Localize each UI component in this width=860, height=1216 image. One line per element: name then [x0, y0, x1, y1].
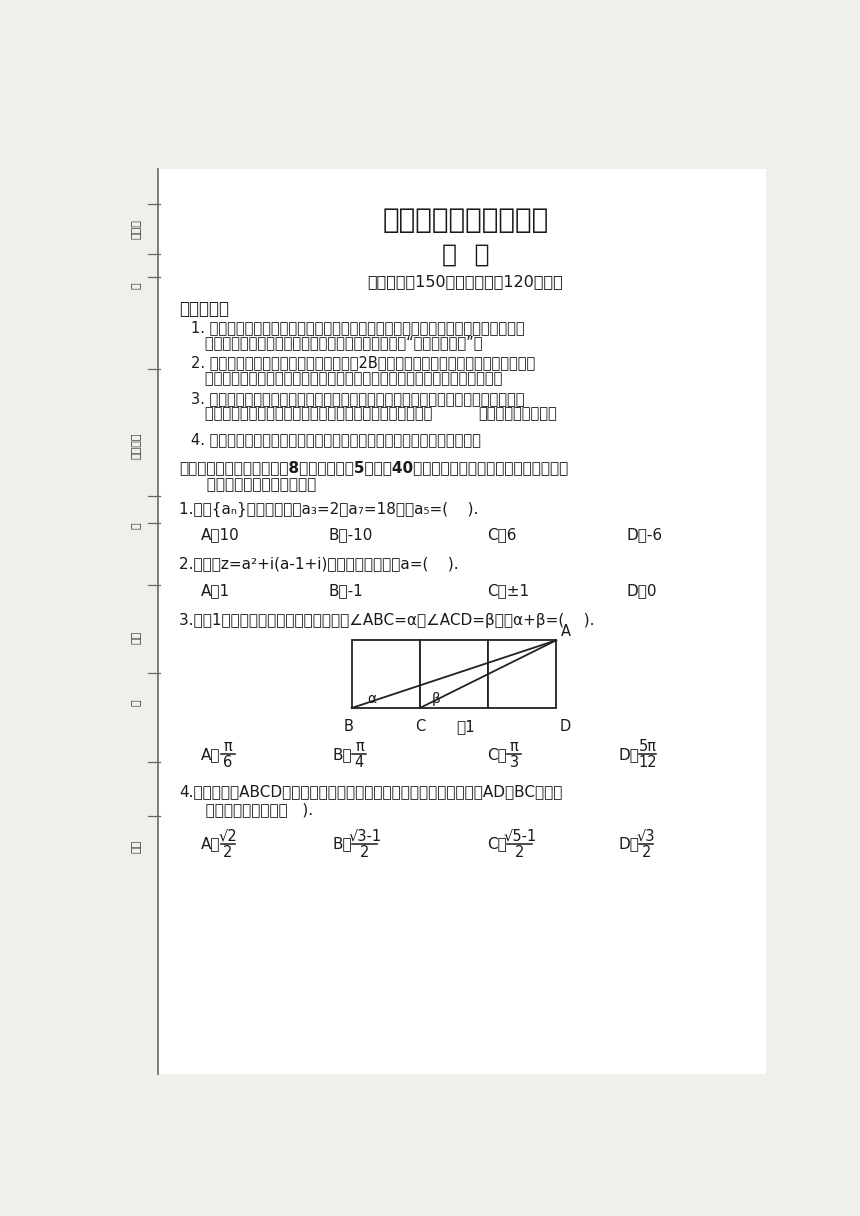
- Text: 4: 4: [354, 755, 364, 770]
- Text: D: D: [559, 719, 570, 733]
- Text: √5-1: √5-1: [503, 828, 537, 844]
- Text: 数  学: 数 学: [442, 242, 489, 266]
- Text: 6: 6: [223, 755, 232, 770]
- Text: （本卷满分150分，考试时间120分钟）: （本卷满分150分，考试时间120分钟）: [368, 274, 563, 289]
- Text: D．-6: D．-6: [627, 528, 663, 542]
- Text: B．: B．: [332, 747, 352, 761]
- Text: D．: D．: [619, 837, 640, 851]
- Text: 座位号: 座位号: [132, 219, 142, 240]
- Text: A．1: A．1: [200, 584, 230, 598]
- Text: 学校: 学校: [132, 840, 142, 854]
- Text: 1. 答题前，考生请务必将自己的姓名、准考证号用黑色字迹的签字笔或钢笔分别填写: 1. 答题前，考生请务必将自己的姓名、准考证号用黑色字迹的签字笔或钢笔分别填写: [191, 320, 525, 336]
- Text: √2: √2: [218, 828, 237, 844]
- Text: A: A: [561, 624, 571, 638]
- Text: 1.已知{aₙ}是等比数列，a₃=2，a₇=18，则a₅=(    ).: 1.已知{aₙ}是等比数列，a₃=2，a₇=18，则a₅=( ).: [179, 502, 478, 517]
- Text: α: α: [367, 692, 377, 705]
- Text: √3: √3: [637, 828, 655, 844]
- Text: √3-1: √3-1: [348, 828, 381, 844]
- Text: 在试卷和答题卡上，并将条形码横贴在答题卡右上角“条形码粘贴处”。: 在试卷和答题卡上，并将条形码横贴在答题卡右上角“条形码粘贴处”。: [191, 336, 482, 350]
- Text: B．-1: B．-1: [329, 584, 363, 598]
- Text: 一、单项选择题（本大题共8小题，每小题5分，共40分。在每小题给出的四个选项中，只有: 一、单项选择题（本大题共8小题，每小题5分，共40分。在每小题给出的四个选项中，…: [179, 461, 568, 475]
- Text: 订: 订: [132, 522, 142, 529]
- Text: 2. 作答选择题时，选出每小题答案后，用2B铅笔把答题卡上对应题目选项的答案标号: 2. 作答选择题时，选出每小题答案后，用2B铅笔把答题卡上对应题目选项的答案标号: [191, 355, 536, 371]
- Text: D．: D．: [619, 747, 640, 761]
- Bar: [420, 641, 488, 708]
- Text: C: C: [415, 719, 425, 733]
- Text: 2: 2: [642, 844, 651, 860]
- Text: A．10: A．10: [200, 528, 239, 542]
- Text: 装: 装: [132, 699, 142, 706]
- Text: B．: B．: [332, 837, 352, 851]
- Text: 在试卷上答题无效。: 在试卷上答题无效。: [478, 406, 556, 422]
- Text: 2: 2: [515, 844, 525, 860]
- Text: A．: A．: [200, 837, 220, 851]
- Text: B．-10: B．-10: [329, 528, 372, 542]
- Text: 准考证号: 准考证号: [132, 433, 142, 460]
- Text: 该椭圆的离心率为（   ).: 该椭圆的离心率为（ ).: [191, 803, 313, 817]
- Text: β: β: [433, 692, 441, 705]
- Bar: [352, 641, 420, 708]
- Text: 姓名: 姓名: [132, 631, 142, 643]
- Text: 广西名校高考模拟试卷: 广西名校高考模拟试卷: [383, 206, 549, 233]
- Text: 4. 考生必须保持答题卡的整洁。考试结束后，将试卷和答题卡一并交回。: 4. 考生必须保持答题卡的整洁。考试结束后，将试卷和答题卡一并交回。: [191, 433, 481, 447]
- Text: π: π: [224, 739, 232, 754]
- Text: C．±1: C．±1: [488, 584, 530, 598]
- Text: π: π: [510, 739, 519, 754]
- Text: 12: 12: [638, 755, 657, 770]
- Text: 2: 2: [360, 844, 370, 860]
- Text: 图1: 图1: [456, 719, 475, 734]
- Text: C．: C．: [488, 747, 507, 761]
- Text: 4.已知正方形ABCD的四个顶点都在椭圆上，椭圆的两个焦点分别在边AD和BC上，则: 4.已知正方形ABCD的四个顶点都在椭圆上，椭圆的两个焦点分别在边AD和BC上，…: [179, 783, 562, 799]
- Text: 5π: 5π: [639, 739, 657, 754]
- Text: 3.如图1，有三个相同的正方形相接，若∠ABC=α，∠ACD=β，则α+β=(    ).: 3.如图1，有三个相同的正方形相接，若∠ABC=α，∠ACD=β，则α+β=( …: [179, 613, 594, 627]
- Text: π: π: [355, 739, 364, 754]
- Text: 3. 非选择题必须用黑色字迹签字笔或钢笔作答，答案必须写在答题卡各题目指定区域: 3. 非选择题必须用黑色字迹签字笔或钢笔作答，答案必须写在答题卡各题目指定区域: [191, 392, 525, 406]
- Text: 一项是符合题目要求的。）: 一项是符合题目要求的。）: [191, 477, 316, 492]
- Text: 2.若复数z=a²+i(a-1+i)是纯虚数，则实数a=(    ).: 2.若复数z=a²+i(a-1+i)是纯虚数，则实数a=( ).: [179, 557, 458, 572]
- Text: 涂黑。如需改动，用橡皮擦干净后，再选涂其他答案，答案不能答在试卷上。: 涂黑。如需改动，用橡皮擦干净后，再选涂其他答案，答案不能答在试卷上。: [191, 371, 502, 385]
- Text: A．: A．: [200, 747, 220, 761]
- Text: B: B: [344, 719, 353, 733]
- Text: 注意事项：: 注意事项：: [179, 300, 229, 319]
- Text: 线: 线: [132, 283, 142, 289]
- Bar: [488, 641, 556, 708]
- Text: 3: 3: [510, 755, 519, 770]
- Text: 内，如需改动，先划掉原来的答案，然后再写上新的答案。: 内，如需改动，先划掉原来的答案，然后再写上新的答案。: [191, 406, 433, 422]
- Text: D．0: D．0: [627, 584, 657, 598]
- Text: C．: C．: [488, 837, 507, 851]
- Text: C．6: C．6: [488, 528, 517, 542]
- Text: 2: 2: [223, 844, 232, 860]
